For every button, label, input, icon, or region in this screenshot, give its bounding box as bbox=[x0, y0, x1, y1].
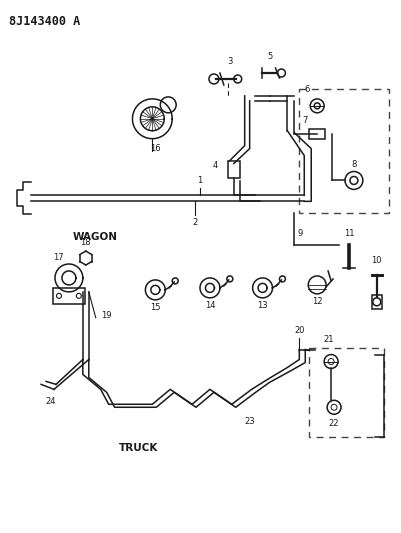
Text: 16: 16 bbox=[150, 144, 161, 152]
Text: 14: 14 bbox=[205, 301, 215, 310]
Text: 20: 20 bbox=[294, 326, 305, 335]
Text: 24: 24 bbox=[46, 397, 56, 406]
Text: 10: 10 bbox=[371, 256, 382, 265]
Text: 3: 3 bbox=[227, 57, 233, 66]
Text: 5: 5 bbox=[267, 52, 272, 61]
Text: 11: 11 bbox=[344, 229, 354, 238]
Text: 12: 12 bbox=[312, 297, 322, 306]
Bar bbox=[372, 295, 382, 309]
Text: 2: 2 bbox=[192, 218, 198, 227]
Bar bbox=[309, 129, 325, 139]
Text: 23: 23 bbox=[244, 417, 255, 426]
Text: 9: 9 bbox=[297, 229, 303, 238]
Text: 19: 19 bbox=[101, 311, 111, 320]
Text: 7: 7 bbox=[303, 116, 308, 125]
Text: 18: 18 bbox=[81, 238, 91, 247]
Bar bbox=[299, 89, 389, 213]
Bar bbox=[309, 348, 384, 437]
Bar bbox=[228, 160, 240, 179]
Text: TRUCK: TRUCK bbox=[119, 443, 158, 453]
Text: 6: 6 bbox=[305, 85, 310, 94]
Text: 13: 13 bbox=[257, 301, 268, 310]
Text: 21: 21 bbox=[324, 335, 334, 344]
Text: 8: 8 bbox=[351, 159, 356, 168]
Text: 22: 22 bbox=[329, 419, 339, 428]
Text: WAGON: WAGON bbox=[73, 232, 118, 242]
Text: 8J143400 A: 8J143400 A bbox=[9, 15, 81, 28]
Text: 17: 17 bbox=[53, 253, 63, 262]
Text: 15: 15 bbox=[150, 303, 160, 312]
Bar bbox=[53, 288, 85, 304]
Text: 4: 4 bbox=[212, 161, 217, 170]
Text: 1: 1 bbox=[197, 176, 203, 185]
